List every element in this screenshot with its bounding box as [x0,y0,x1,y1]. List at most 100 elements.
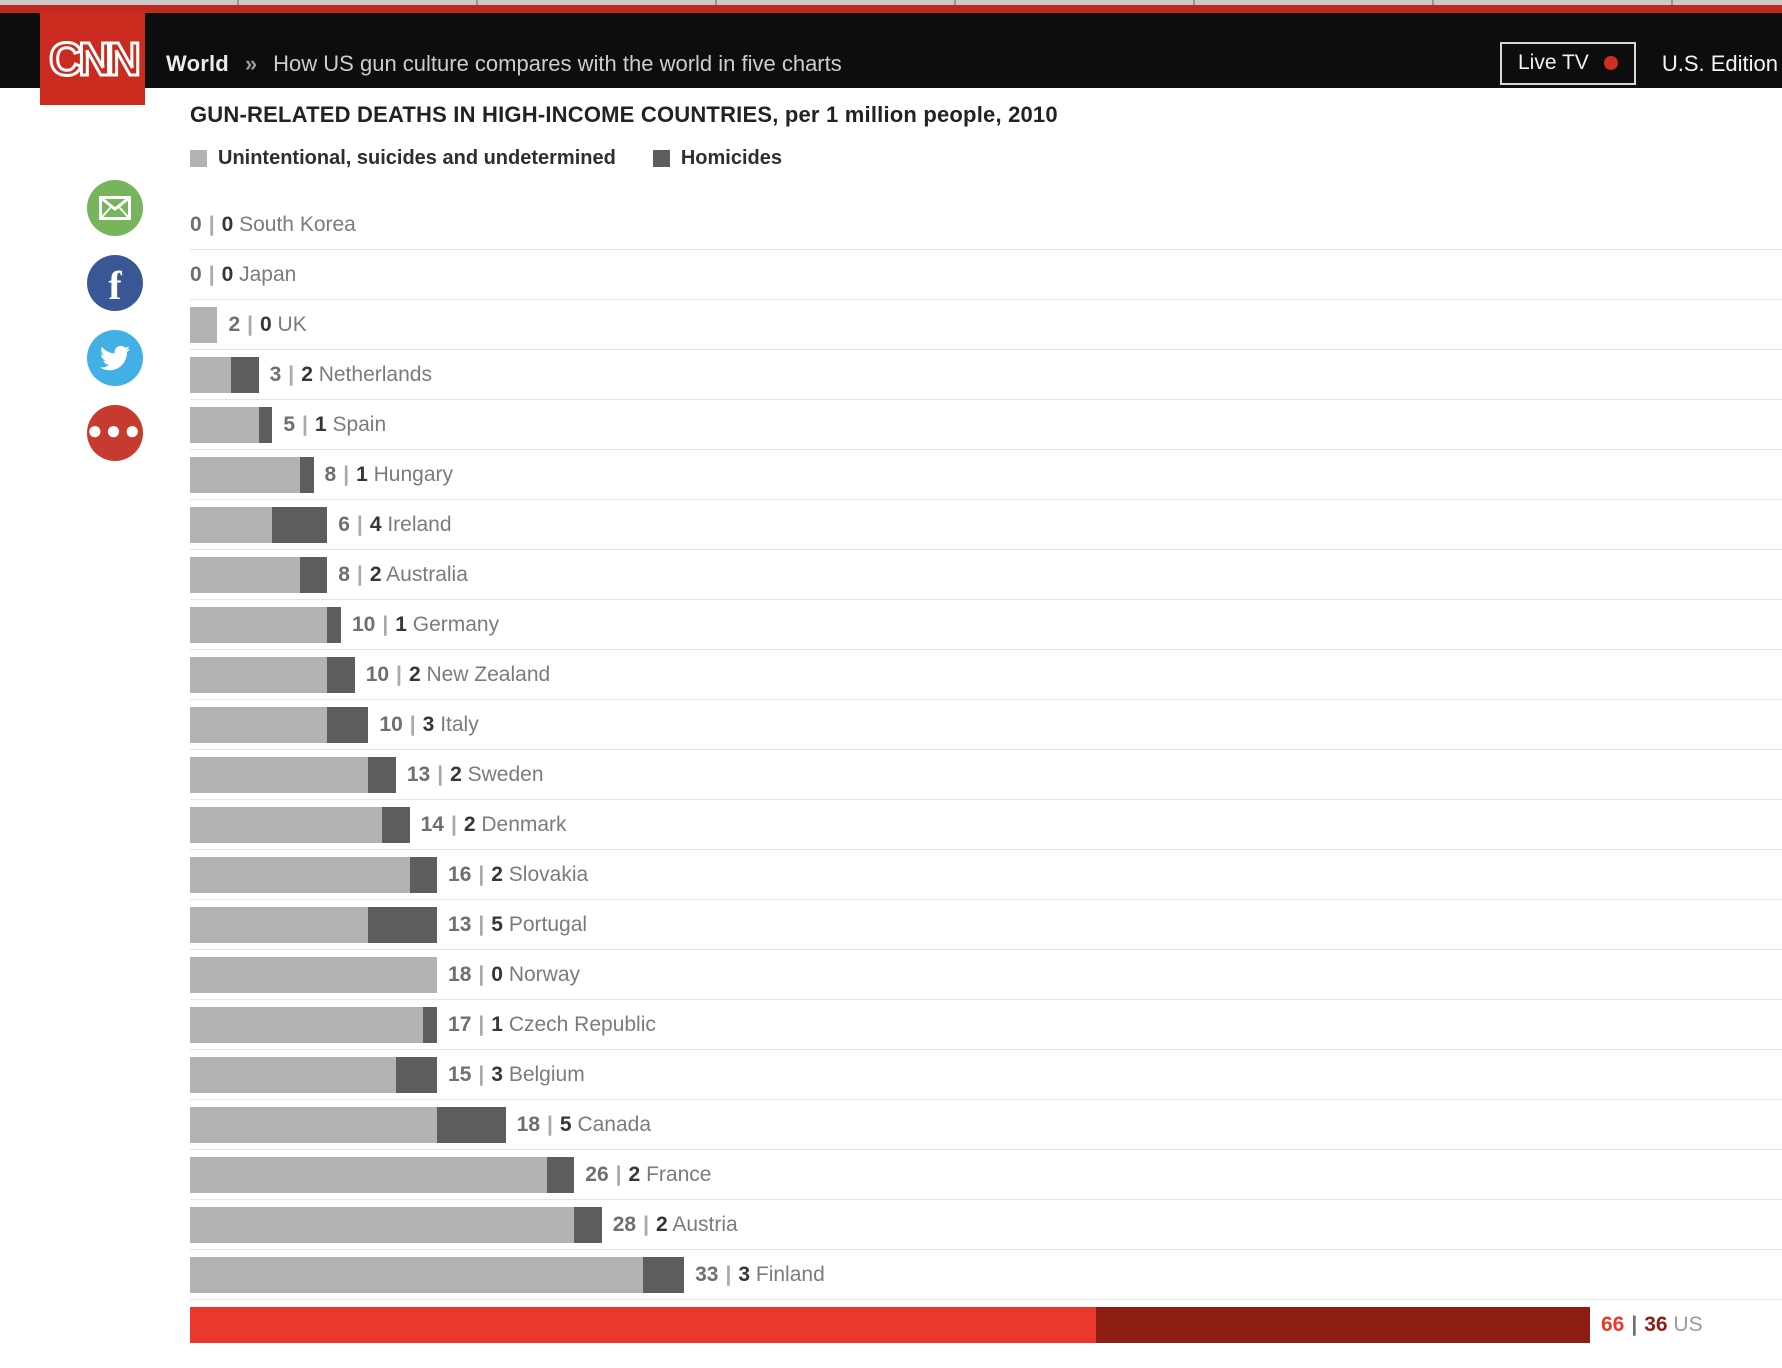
cnn-logo[interactable]: CNN [40,10,145,105]
category-label: Netherlands [312,362,432,386]
breadcrumb-section-world[interactable]: World [166,50,229,76]
bar-segment-unintentional [190,956,438,993]
bar-label: 33 | 3 Finland [695,1263,825,1287]
value-homicides: 5 [491,912,503,936]
value-separator: | [478,912,485,936]
value-homicides: 1 [314,412,327,436]
category-label: Finland [750,1262,825,1286]
more-icon: ●●● [86,415,144,445]
stacked-bar [190,1256,685,1293]
chart-row-south-korea: 0 | 0 South Korea [190,200,1782,250]
category-label: Ireland [381,512,452,536]
bar-label: 5 | 1 Spain [283,413,386,437]
value-homicides: 1 [395,612,407,636]
stacked-bar [190,1056,438,1093]
chart-title: GUN-RELATED DEATHS IN HIGH-INCOME COUNTR… [190,102,1058,127]
bar-segment-unintentional [190,406,259,443]
bar-segment-homicides [642,1256,685,1293]
value-unintentional: 6 [338,512,350,536]
header-right-group: Live TV U.S. Edition [1500,26,1778,101]
bar-segment-unintentional [190,606,328,643]
share-twitter-button[interactable] [87,330,143,386]
value-separator: | [1631,1313,1638,1336]
bar-segment-unintentional [190,1307,1096,1343]
value-homicides: 0 [221,262,234,286]
bar-segment-homicides [574,1206,602,1243]
value-unintentional: 13 [448,912,472,936]
live-tv-label: Live TV [1518,51,1589,74]
bar-segment-homicides [1095,1307,1590,1343]
chart-row-uk: 2 | 0 UK [190,300,1782,350]
value-separator: | [547,1112,553,1136]
value-unintentional: 10 [365,662,390,686]
stacked-bar [190,1206,602,1243]
value-homicides: 2 [491,862,503,886]
stacked-bar [190,756,396,793]
category-label: Canada [571,1112,652,1136]
email-icon [99,196,131,220]
value-separator: | [288,362,295,386]
bar-label: 14 | 2 Denmark [421,813,567,837]
edition-selector[interactable]: U.S. Edition [1661,50,1778,76]
chart-row-belgium: 15 | 3 Belgium [190,1050,1782,1100]
bar-label: 3 | 2 Netherlands [270,363,432,387]
bar-segment-unintentional [190,1056,396,1093]
value-unintentional: 8 [324,462,337,486]
value-homicides: 3 [738,1262,751,1286]
chart-row-ireland: 6 | 4 Ireland [190,500,1782,550]
value-homicides: 0 [491,962,503,986]
stacked-bar [190,1106,506,1143]
bar-segment-homicides [272,506,328,543]
value-separator: | [302,412,308,436]
chart-row-norway: 18 | 0 Norway [190,950,1782,1000]
chart-row-us: 66 | 36 US [190,1300,1782,1350]
chart-row-japan: 0 | 0 Japan [190,250,1782,300]
breadcrumb-separator-icon: » [244,50,258,76]
value-unintentional: 8 [338,562,350,586]
value-unintentional: 0 [190,212,202,236]
value-unintentional: 10 [379,712,403,736]
category-label: Spain [326,412,387,436]
category-label: Austria [667,1212,738,1236]
share-more-button[interactable]: ●●● [87,405,143,461]
stacked-bar [190,806,410,843]
browser-tab-strip[interactable] [0,0,1782,5]
bar-segment-homicides [231,356,259,393]
stacked-bar [190,306,218,343]
chart-row-hungary: 8 | 1 Hungary [190,450,1782,500]
twitter-icon [100,345,130,371]
value-separator: | [208,262,215,286]
value-homicides: 2 [301,362,313,386]
bar-segment-homicides [299,456,314,493]
chart-row-czech-republic: 17 | 1 Czech Republic [190,1000,1782,1050]
chart-row-canada: 18 | 5 Canada [190,1100,1782,1150]
stacked-bar [190,1006,438,1043]
value-separator: | [643,1212,649,1236]
stacked-bar [190,1156,575,1193]
bar-label: 0 | 0 Japan [190,263,296,287]
share-facebook-button[interactable]: f [87,255,143,311]
legend-item-homicides: Homicides [652,147,782,170]
bar-label: 8 | 1 Hungary [325,463,453,487]
legend-item-unintentional: Unintentional, suicides and undetermined [190,147,616,170]
breadcrumb: World » How US gun culture compares with… [166,26,842,101]
bar-segment-unintentional [190,806,383,843]
chart-row-finland: 33 | 3 Finland [190,1250,1782,1300]
legend-swatch-light [190,150,207,167]
bar-segment-unintentional [190,706,328,743]
bar-label: 18 | 0 Norway [448,963,580,987]
value-homicides: 2 [450,762,462,786]
bar-label: 10 | 3 Italy [379,713,478,737]
share-email-button[interactable] [87,180,143,236]
category-label: South Korea [233,212,356,236]
chart-row-new-zealand: 10 | 2 New Zealand [190,650,1782,700]
cnn-logo-icon: CNN [47,31,140,86]
value-separator: | [478,1062,485,1086]
value-homicides: 3 [422,712,435,736]
category-label: Portugal [502,912,588,936]
bar-label: 28 | 2 Austria [613,1213,738,1237]
bar-segment-unintentional [190,506,273,543]
stacked-bar [190,556,328,593]
chart-row-sweden: 13 | 2 Sweden [190,750,1782,800]
live-tv-button[interactable]: Live TV [1500,42,1636,85]
